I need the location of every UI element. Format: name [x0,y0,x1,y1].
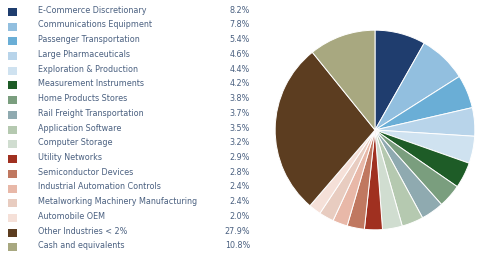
Text: 3.5%: 3.5% [230,124,250,133]
Wedge shape [275,52,375,206]
Wedge shape [375,130,442,218]
Bar [8,8,17,16]
Bar [8,37,17,45]
Text: Home Products Stores: Home Products Stores [38,94,127,103]
Text: 2.4%: 2.4% [230,183,250,191]
Text: 2.0%: 2.0% [230,212,250,221]
Wedge shape [375,30,424,130]
Bar [8,199,17,207]
Bar [8,185,17,193]
Text: Measurement Instruments: Measurement Instruments [38,79,144,88]
Text: 10.8%: 10.8% [225,241,250,250]
Text: 8.2%: 8.2% [230,6,250,15]
Wedge shape [333,130,375,226]
Bar [8,81,17,89]
Text: 2.8%: 2.8% [230,168,250,177]
Text: 4.4%: 4.4% [230,65,250,74]
Text: Application Software: Application Software [38,124,121,133]
Bar [8,23,17,30]
Wedge shape [375,108,475,136]
Wedge shape [375,130,469,187]
Wedge shape [375,130,422,226]
Bar [8,170,17,178]
Text: 3.8%: 3.8% [230,94,250,103]
Wedge shape [375,130,402,230]
Text: 2.9%: 2.9% [230,153,250,162]
Text: Large Pharmaceuticals: Large Pharmaceuticals [38,50,130,59]
Text: 3.7%: 3.7% [230,109,250,118]
Bar [8,214,17,222]
Text: 4.6%: 4.6% [230,50,250,59]
Wedge shape [312,30,375,130]
Text: Utility Networks: Utility Networks [38,153,102,162]
Wedge shape [375,130,474,163]
Wedge shape [320,130,375,220]
Text: 27.9%: 27.9% [224,227,250,236]
Text: 3.2%: 3.2% [230,138,250,147]
Wedge shape [347,130,375,229]
Bar [8,96,17,104]
Text: 4.2%: 4.2% [230,79,250,88]
Text: Semiconductor Devices: Semiconductor Devices [38,168,133,177]
Wedge shape [375,76,472,130]
Wedge shape [375,43,460,130]
Bar [8,155,17,163]
Text: Industrial Automation Controls: Industrial Automation Controls [38,183,160,191]
Text: Cash and equivalents: Cash and equivalents [38,241,124,250]
Text: 7.8%: 7.8% [230,21,250,29]
Text: Other Industries < 2%: Other Industries < 2% [38,227,127,236]
Bar [8,111,17,119]
Text: Automobile OEM: Automobile OEM [38,212,104,221]
Wedge shape [364,130,382,230]
Text: Passenger Transportation: Passenger Transportation [38,35,139,44]
Wedge shape [310,130,375,213]
Text: Communications Equipment: Communications Equipment [38,21,152,29]
Text: E-Commerce Discretionary: E-Commerce Discretionary [38,6,146,15]
Text: Exploration & Production: Exploration & Production [38,65,138,74]
Text: Rail Freight Transportation: Rail Freight Transportation [38,109,143,118]
Text: Computer Storage: Computer Storage [38,138,112,147]
Text: 2.4%: 2.4% [230,197,250,206]
Bar [8,52,17,60]
Bar [8,243,17,251]
Bar [8,67,17,75]
Bar [8,126,17,134]
Bar [8,229,17,237]
Text: Metalworking Machinery Manufacturing: Metalworking Machinery Manufacturing [38,197,196,206]
Bar [8,140,17,148]
Wedge shape [375,130,457,204]
Text: 5.4%: 5.4% [230,35,250,44]
